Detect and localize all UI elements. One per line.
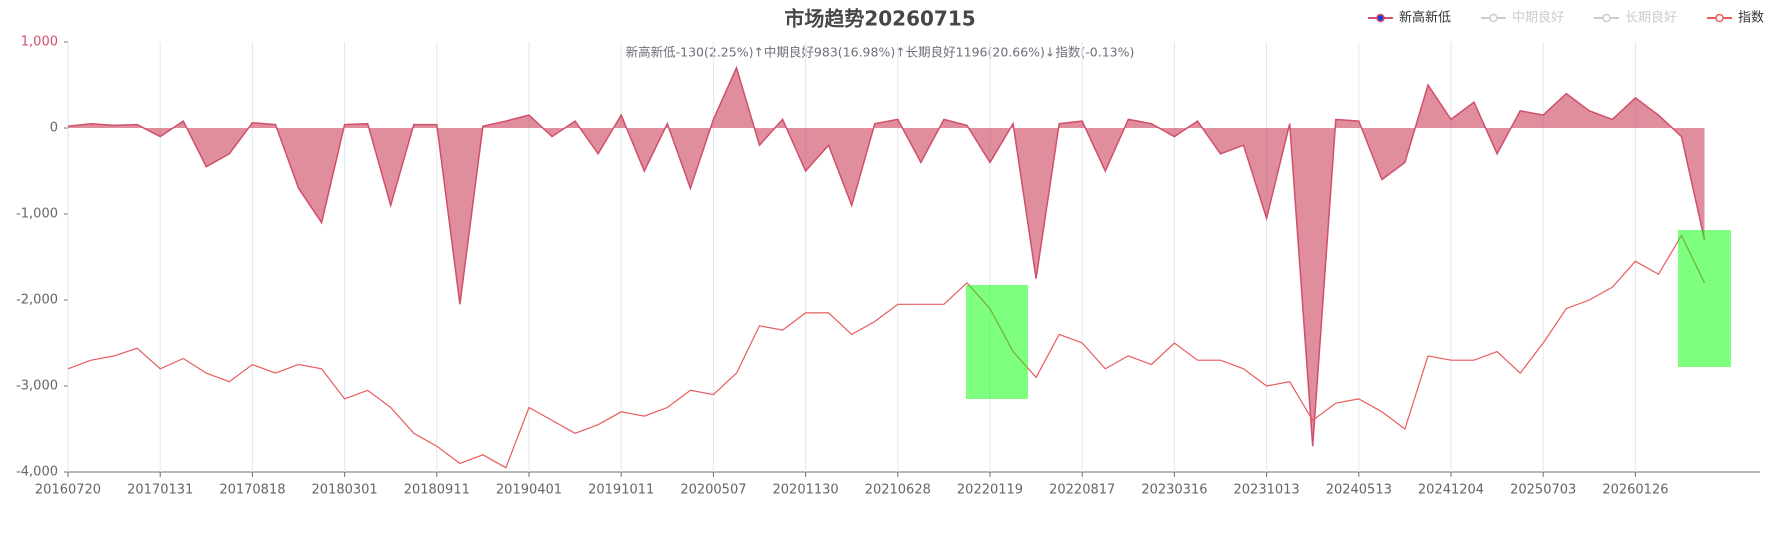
chart-title: 市场趋势20260715 — [784, 7, 975, 31]
x-tick-label: 20220119 — [957, 483, 1023, 498]
highlight-box — [966, 285, 1028, 399]
y-tick-label: 0 — [50, 121, 58, 136]
area-line — [67, 65, 1706, 447]
x-tick-label: 20160720 — [35, 483, 101, 498]
x-tick-label: 20240513 — [1326, 483, 1392, 498]
x-tick-label: 20180911 — [404, 483, 470, 498]
x-tick-label: 20170131 — [127, 483, 193, 498]
y-tick-label: -3,000 — [16, 379, 58, 394]
x-tick-label: 20170818 — [219, 483, 285, 498]
y-tick-label: -4,000 — [16, 465, 58, 480]
legend-label: 中期良好 — [1512, 10, 1564, 26]
x-tick-label: 20191011 — [588, 483, 654, 498]
x-tick-label: 20241204 — [1418, 483, 1484, 498]
y-tick-label: 1,000 — [21, 35, 58, 50]
y-tick-label: -1,000 — [16, 207, 58, 222]
legend-label: 指数 — [1738, 11, 1764, 26]
x-tick-label: 20200507 — [680, 483, 746, 498]
y-tick-label: -2,000 — [16, 293, 58, 308]
x-tick-label: 20190401 — [496, 483, 562, 498]
legend-symbol — [1489, 13, 1498, 23]
line — [67, 234, 1706, 469]
area — [68, 67, 1705, 447]
x-tick-label: 20201130 — [773, 483, 839, 498]
x-tick-label: 20250703 — [1510, 483, 1576, 498]
legend-symbol — [1602, 13, 1611, 23]
x-tick-label: 20180301 — [312, 483, 378, 498]
legend-item[interactable]: 新高新低 — [1368, 10, 1451, 26]
x-tick-label: 20220817 — [1049, 483, 1115, 498]
chart-subtitle: 新高新低-130(2.25%)↑中期良好983(16.98%)↑长期良好1196… — [626, 45, 1135, 60]
legend-item[interactable]: 长期良好 — [1594, 10, 1677, 26]
legend-symbol — [1715, 13, 1724, 23]
x-tick-label: 20210628 — [865, 483, 931, 498]
legend-item[interactable]: 中期良好 — [1481, 10, 1564, 26]
x-tick-label: 20230316 — [1141, 483, 1207, 498]
legend-label: 长期良好 — [1625, 10, 1677, 26]
x-tick-label: 20231013 — [1234, 483, 1300, 498]
highlight-box — [1678, 230, 1731, 367]
legend-label: 新高新低 — [1399, 10, 1451, 26]
legend-symbol — [1376, 13, 1385, 23]
legend-item[interactable]: 指数 — [1707, 11, 1764, 26]
x-tick-label: 20260126 — [1602, 483, 1668, 498]
